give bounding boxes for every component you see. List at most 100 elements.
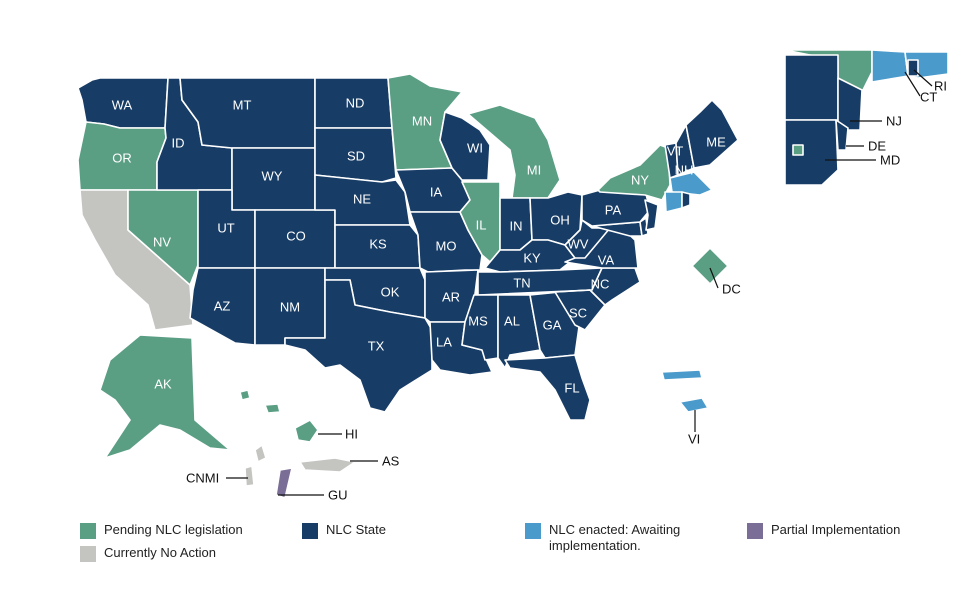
- legend-label-pending: Pending NLC legislation: [104, 522, 243, 537]
- label-AS: AS: [382, 454, 400, 469]
- label-IL: IL: [476, 218, 487, 233]
- label-TN: TN: [513, 276, 530, 291]
- label-NY: NY: [631, 173, 649, 188]
- label-WY: WY: [262, 169, 283, 184]
- callout-labels: DC HI VI CNMI GU AS NJ DE MD CT RI: [186, 69, 947, 503]
- territory-VI[interactable]: [679, 397, 709, 413]
- label-AR: AR: [442, 290, 460, 305]
- label-NC: NC: [591, 277, 610, 292]
- label-ND: ND: [346, 96, 365, 111]
- label-PA: PA: [605, 203, 622, 218]
- legend-label-partial: Partial Implementation: [771, 522, 901, 537]
- label-ID: ID: [172, 136, 185, 151]
- label-IA: IA: [430, 185, 443, 200]
- label-WV: WV: [568, 237, 589, 252]
- label-LA: LA: [436, 335, 452, 350]
- territory-AS[interactable]: [299, 457, 356, 473]
- state-RI[interactable]: [681, 191, 691, 209]
- label-NH: NH: [675, 163, 694, 178]
- state-labels: WA OR ID NV MT WY UT CO AZ NM ND SD NE K…: [112, 96, 726, 396]
- label-OH: OH: [550, 213, 570, 228]
- legend-item-pending[interactable]: Pending NLC legislation: [80, 522, 280, 540]
- state-HI-isles: [239, 389, 251, 401]
- legend-label-nlc-state: NLC State: [326, 522, 386, 537]
- legend-item-nlc-state[interactable]: NLC State: [302, 522, 422, 540]
- legend-label-enacted-1: NLC enacted: Awaiting: [549, 522, 681, 537]
- label-GA: GA: [543, 318, 562, 333]
- inset-CT[interactable]: [871, 49, 909, 83]
- legend-swatch-nlc-state: [302, 523, 318, 539]
- state-ME[interactable]: [685, 99, 739, 169]
- legend-swatch-partial: [747, 523, 763, 539]
- label-GU: GU: [328, 488, 348, 503]
- leader-CT: [904, 71, 921, 97]
- label-OK: OK: [381, 285, 400, 300]
- label-AZ: AZ: [214, 299, 231, 314]
- inset-DC[interactable]: [792, 144, 804, 156]
- territory-CNMI-2: [244, 465, 255, 487]
- state-DE[interactable]: [639, 217, 649, 237]
- label-TX: TX: [368, 339, 385, 354]
- label-DC: DC: [722, 282, 741, 297]
- label-HI: HI: [345, 427, 358, 442]
- state-AK[interactable]: [99, 334, 231, 459]
- label-CNMI: CNMI: [186, 471, 219, 486]
- inset-MD[interactable]: [784, 119, 839, 186]
- legend-item-no-action[interactable]: Currently No Action: [80, 545, 280, 563]
- label-VI: VI: [688, 432, 700, 447]
- label-OR: OR: [112, 151, 132, 166]
- label-RI: RI: [934, 79, 947, 94]
- label-SC: SC: [569, 306, 587, 321]
- state-CT[interactable]: [664, 191, 683, 213]
- label-FL: FL: [564, 381, 579, 396]
- legend-label-enacted-2: implementation.: [549, 538, 641, 553]
- state-HI-isles-2: [264, 403, 281, 414]
- state-HI[interactable]: [294, 419, 319, 443]
- label-UT: UT: [217, 221, 234, 236]
- label-NJ: NJ: [886, 114, 902, 129]
- leader-RI: [913, 69, 933, 87]
- label-MO: MO: [436, 239, 457, 254]
- label-VT: VT: [667, 144, 684, 159]
- state-NC[interactable]: [554, 267, 641, 306]
- label-MD: MD: [880, 153, 900, 168]
- inset-DE[interactable]: [835, 119, 849, 151]
- label-CO: CO: [286, 229, 306, 244]
- label-MS: MS: [468, 314, 488, 329]
- label-MT: MT: [233, 98, 252, 113]
- legend-label-no-action: Currently No Action: [104, 545, 216, 560]
- state-MI[interactable]: [467, 104, 561, 199]
- legend-swatch-pending: [80, 523, 96, 539]
- legend-item-enacted[interactable]: NLC enacted: Awaiting implementation.: [525, 522, 725, 556]
- legend-item-partial[interactable]: Partial Implementation: [747, 522, 927, 540]
- label-IN: IN: [510, 219, 523, 234]
- label-MI: MI: [527, 163, 541, 178]
- label-KS: KS: [369, 237, 387, 252]
- inset-RI[interactable]: [907, 59, 919, 77]
- leader-DC: [709, 267, 719, 289]
- territory-PR[interactable]: [661, 369, 703, 381]
- label-SD: SD: [347, 149, 365, 164]
- label-VA: VA: [598, 253, 615, 268]
- label-ME: ME: [706, 135, 726, 150]
- label-CT: CT: [920, 90, 937, 105]
- territory-CNMI[interactable]: [254, 444, 267, 463]
- inset-PA[interactable]: [784, 54, 839, 121]
- territory-GU[interactable]: [275, 467, 293, 499]
- label-NV: NV: [153, 235, 171, 250]
- state-TX[interactable]: [284, 279, 433, 413]
- state-NJ[interactable]: [644, 199, 659, 231]
- label-KY: KY: [523, 251, 541, 266]
- northeast-inset: [784, 49, 949, 186]
- state-FL[interactable]: [504, 354, 591, 421]
- state-MT[interactable]: [179, 77, 316, 149]
- label-DE: DE: [868, 139, 886, 154]
- legend-swatch-enacted: [525, 523, 541, 539]
- state-SD[interactable]: [314, 127, 397, 183]
- label-NM: NM: [280, 300, 300, 315]
- inset-NJ[interactable]: [837, 77, 863, 131]
- label-WA: WA: [112, 98, 133, 113]
- state-DC[interactable]: [691, 247, 729, 285]
- state-WI[interactable]: [439, 111, 491, 181]
- label-AL: AL: [504, 314, 520, 329]
